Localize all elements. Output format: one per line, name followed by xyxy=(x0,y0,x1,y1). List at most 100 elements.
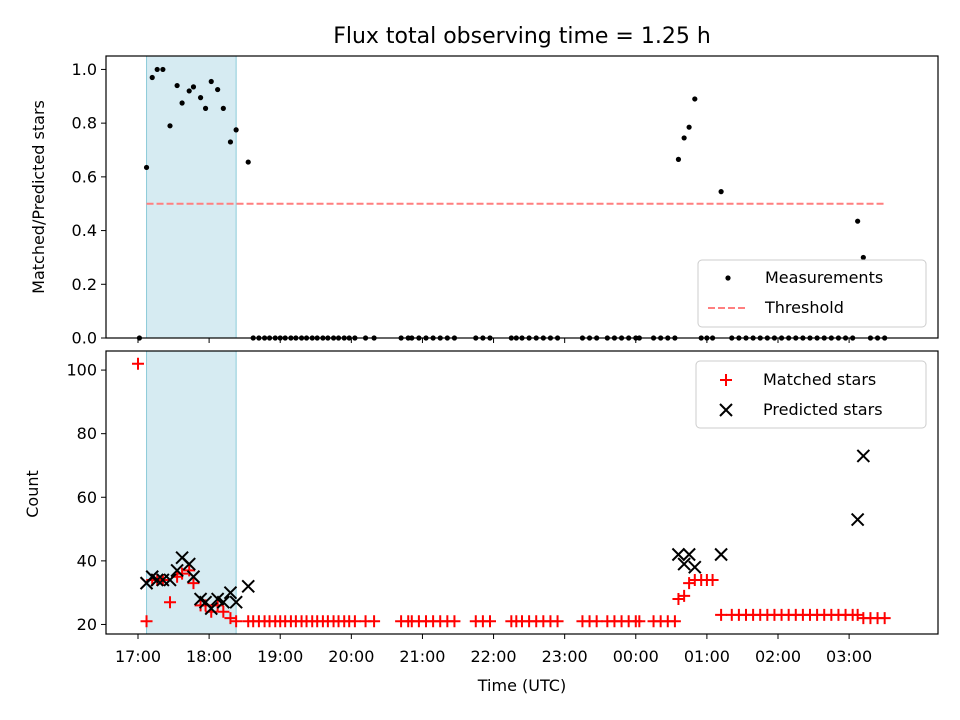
top-ytick-label: 0.4 xyxy=(72,221,97,240)
matched-star-point xyxy=(683,577,696,590)
predicted-star-point xyxy=(216,595,231,609)
bottom-ytick-label: 40 xyxy=(77,551,97,570)
measurement-point xyxy=(686,124,692,130)
matched-star-point xyxy=(187,577,200,590)
xtick-label: 01:00 xyxy=(684,647,730,666)
xtick-label: 17:00 xyxy=(115,647,161,666)
chart-title: Flux total observing time = 1.25 h xyxy=(333,24,711,49)
legend-matched-marker xyxy=(720,374,732,386)
matched-star-point xyxy=(448,615,461,628)
predicted-star-point xyxy=(688,560,702,574)
measurement-point xyxy=(855,218,861,224)
matched-star-point xyxy=(668,615,681,628)
top-ytick-label: 1.0 xyxy=(72,60,97,79)
predicted-star-point xyxy=(204,601,218,616)
measurement-point xyxy=(174,82,180,89)
measurement-point xyxy=(227,139,234,145)
legend-predicted-label: Predicted stars xyxy=(763,400,883,419)
xtick-label: 21:00 xyxy=(399,647,445,666)
measurement-point xyxy=(154,66,160,73)
bottom-y-axis-label: Count xyxy=(23,470,42,518)
measurement-point xyxy=(208,78,214,85)
top-ytick-label: 0.8 xyxy=(72,114,97,133)
matched-star-point xyxy=(164,596,176,609)
measurement-point xyxy=(860,254,866,261)
xtick-label: 18:00 xyxy=(186,647,232,666)
matched-star-point xyxy=(672,593,685,606)
matched-star-point xyxy=(878,612,891,625)
top-ytick-label: 0.2 xyxy=(72,275,97,294)
xtick-label: 19:00 xyxy=(257,647,303,666)
measurement-point xyxy=(197,95,204,101)
predicted-star-point xyxy=(170,563,184,578)
measurement-point xyxy=(692,96,698,102)
top-highlight-span xyxy=(146,55,237,339)
measurement-point xyxy=(233,127,239,133)
legend-matched-label: Matched stars xyxy=(763,370,876,389)
measurement-point xyxy=(190,84,197,90)
predicted-star-point xyxy=(223,585,238,600)
measurement-point xyxy=(718,189,724,195)
matched-star-point xyxy=(706,573,719,586)
legend-measurements-label: Measurements xyxy=(765,268,883,287)
measurement-point xyxy=(220,105,226,111)
predicted-star-point xyxy=(714,547,728,562)
top-ytick-label: 0.0 xyxy=(72,329,97,348)
top-legend: Measurements Threshold xyxy=(697,259,927,328)
bottom-legend-frame xyxy=(695,360,927,429)
measurement-point xyxy=(245,159,251,165)
matched-star-point xyxy=(368,615,381,628)
predicted-star-point xyxy=(150,573,164,587)
measurement-point xyxy=(167,123,173,129)
top-legend-frame xyxy=(697,259,927,328)
matched-star-point xyxy=(176,567,189,580)
measurement-point xyxy=(202,105,209,111)
top-y-axis-label: Matched/Predicted stars xyxy=(29,100,48,294)
matched-star-point xyxy=(715,608,728,621)
predicted-star-point xyxy=(241,579,255,594)
xtick-label: 23:00 xyxy=(542,647,588,666)
matched-star-point xyxy=(678,589,691,602)
bottom-ytick-label: 80 xyxy=(77,424,97,443)
top-axes-frame xyxy=(105,55,939,339)
legend-measurements-marker xyxy=(725,275,731,281)
predicted-star-point xyxy=(682,547,696,562)
matched-star-point xyxy=(140,615,153,628)
bottom-ytick-label: 100 xyxy=(66,361,97,380)
xtick-label: 20:00 xyxy=(328,647,374,666)
bottom-panel: 20 40 60 80 100 17:00 18:00 19:00 20:00 21:00 22:0… xyxy=(66,350,939,666)
predicted-star-point xyxy=(182,557,196,571)
measurement-point xyxy=(160,66,166,73)
measurement-point xyxy=(675,156,682,162)
predicted-star-point xyxy=(186,570,201,584)
matched-star-point xyxy=(217,605,230,618)
bottom-ytick-label: 20 xyxy=(77,615,97,634)
legend-threshold-label: Threshold xyxy=(764,298,844,317)
legend-predicted-marker xyxy=(719,403,733,417)
matched-star-point xyxy=(348,615,361,628)
matched-star-point xyxy=(551,615,564,628)
xtick-label: 02:00 xyxy=(755,647,801,666)
bottom-highlight-span xyxy=(146,350,237,635)
bottom-legend: Matched stars Predicted stars xyxy=(695,360,927,429)
matched-star-point xyxy=(484,615,496,628)
measurement-point xyxy=(179,100,185,106)
predicted-star-point xyxy=(229,595,243,609)
predicted-star-point xyxy=(163,573,177,587)
measurement-point xyxy=(186,88,192,94)
measurement-point xyxy=(143,164,150,171)
predicted-star-point xyxy=(671,547,686,562)
matched-star-point xyxy=(590,615,603,628)
xtick-label: 00:00 xyxy=(613,647,659,666)
measurement-point xyxy=(149,74,155,81)
matched-star-point xyxy=(132,357,144,370)
predicted-star-point xyxy=(850,512,865,527)
matched-star-point xyxy=(633,615,646,628)
matched-star-point xyxy=(230,615,243,628)
xtick-label: 22:00 xyxy=(471,647,517,666)
top-ytick-label: 0.6 xyxy=(72,167,97,186)
top-panel: 0.0 0.2 0.4 0.6 0.8 1.0 xyxy=(72,55,939,348)
matched-star-point xyxy=(183,564,196,577)
measurement-point xyxy=(215,86,221,93)
